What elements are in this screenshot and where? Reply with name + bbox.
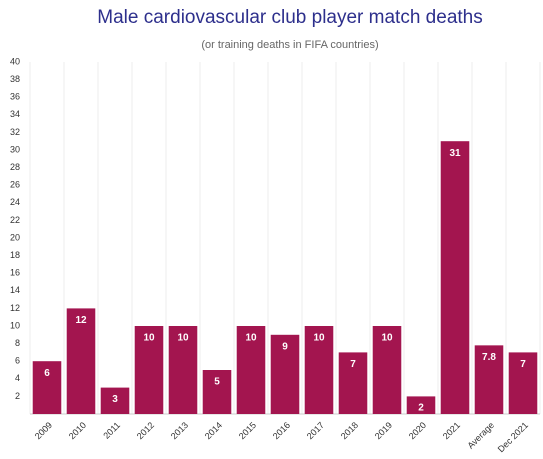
x-tick-label: 2009 <box>33 420 54 441</box>
x-tick-label: 2021 <box>441 420 462 441</box>
y-tick-label: 24 <box>10 197 20 207</box>
value-label: 2 <box>418 403 424 414</box>
bar <box>66 308 96 414</box>
bar <box>440 141 470 414</box>
bar <box>474 345 504 414</box>
y-tick-label: 10 <box>10 320 20 330</box>
value-label: 7.8 <box>482 352 496 363</box>
y-tick-label: 16 <box>10 268 20 278</box>
bar <box>32 361 62 414</box>
y-tick-label: 40 <box>10 56 20 66</box>
y-tick-label: 36 <box>10 92 20 102</box>
y-tick-label: 4 <box>15 373 20 383</box>
y-tick-label: 26 <box>10 180 20 190</box>
x-tick-label: 2012 <box>135 420 156 441</box>
bar <box>270 334 300 414</box>
value-label: 7 <box>350 359 356 370</box>
y-tick-label: 12 <box>10 303 20 313</box>
value-label: 10 <box>313 333 325 344</box>
bar <box>100 387 130 414</box>
x-tick-label: 2015 <box>237 420 258 441</box>
y-tick-label: 8 <box>15 338 20 348</box>
bar <box>338 352 368 414</box>
x-tick-label: 2014 <box>203 420 224 441</box>
value-label: 10 <box>381 333 393 344</box>
value-label: 7 <box>520 359 526 370</box>
bar <box>134 326 164 414</box>
x-tick-label: 2010 <box>67 420 88 441</box>
x-tick-label: 2013 <box>169 420 190 441</box>
x-tick-label: 2011 <box>101 420 122 441</box>
value-label: 9 <box>282 341 288 352</box>
x-tick-label: 2019 <box>373 420 394 441</box>
value-label: 12 <box>75 315 87 326</box>
value-label: 10 <box>177 333 189 344</box>
y-tick-label: 22 <box>10 215 20 225</box>
bar <box>202 370 232 414</box>
value-label: 31 <box>449 148 461 159</box>
y-tick-label: 18 <box>10 250 20 260</box>
bar <box>304 326 334 414</box>
bar <box>168 326 198 414</box>
x-tick-label: Average <box>465 420 496 451</box>
value-label: 5 <box>214 377 220 388</box>
y-tick-label: 20 <box>10 232 20 242</box>
value-label: 10 <box>245 333 257 344</box>
bar <box>372 326 402 414</box>
y-tick-label: 32 <box>10 127 20 137</box>
y-tick-label: 14 <box>10 285 20 295</box>
chart-subtitle: (or training deaths in FIFA countries) <box>201 39 378 51</box>
y-tick-label: 30 <box>10 144 20 154</box>
y-tick-label: 6 <box>15 356 20 366</box>
value-label: 3 <box>112 394 118 405</box>
bar <box>508 352 538 414</box>
bar <box>236 326 266 414</box>
x-tick-label: 2020 <box>407 420 428 441</box>
y-tick-label: 34 <box>10 109 20 119</box>
y-tick-label: 28 <box>10 162 20 172</box>
chart-title: Male cardiovascular club player match de… <box>97 7 482 28</box>
y-tick-label: 38 <box>10 74 20 84</box>
value-label: 10 <box>143 333 155 344</box>
x-tick-label: 2018 <box>339 420 360 441</box>
x-tick-label: Dec 2021 <box>496 420 530 454</box>
y-tick-label: 2 <box>15 391 20 401</box>
x-tick-label: 2017 <box>305 420 326 441</box>
value-label: 6 <box>44 368 50 379</box>
x-tick-label: 2016 <box>271 420 292 441</box>
bar <box>406 396 436 414</box>
